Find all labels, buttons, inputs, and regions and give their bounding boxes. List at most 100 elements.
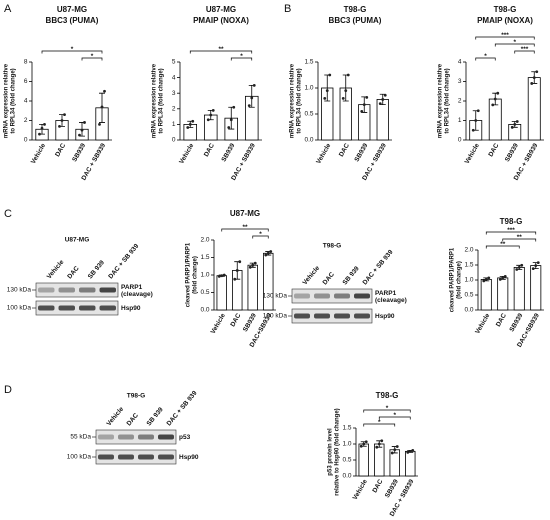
- y-tick-label: 0.0: [342, 473, 351, 480]
- y-tick-label: 0: [172, 137, 176, 144]
- data-point: [232, 105, 236, 109]
- y-tick-label: 4: [24, 98, 28, 105]
- data-point: [233, 277, 237, 281]
- data-point: [484, 278, 488, 281]
- bar: [497, 277, 509, 311]
- y-tick-label: 2.0: [200, 237, 209, 244]
- data-point: [344, 89, 348, 92]
- lane-label: DAC + SB 939: [361, 249, 394, 287]
- data-point: [250, 96, 254, 100]
- y-axis-label: mRNA expression relative: [4, 63, 10, 138]
- significance-label: *: [71, 46, 74, 53]
- marker-label: 100 kDa: [263, 313, 288, 320]
- blot-band: [294, 313, 310, 319]
- blot-band: [99, 305, 116, 311]
- blot-band: [98, 454, 114, 460]
- blot-band: [354, 313, 370, 319]
- y-axis-label: mRNA expression relative: [152, 63, 158, 138]
- significance-label: **: [218, 46, 224, 53]
- panel-letter: D: [4, 384, 12, 396]
- y-axis-label: (fold change): [457, 261, 463, 299]
- y-tick-label: 1.5: [200, 254, 209, 261]
- blot-band: [314, 313, 330, 319]
- data-point: [38, 132, 41, 136]
- y-tick-label: 1.0: [342, 441, 351, 448]
- chart-subtitle: PMAIP (NOXA): [477, 16, 533, 25]
- chart-title: T98-G: [376, 391, 399, 400]
- data-point: [375, 445, 379, 449]
- band-label-line: (cleavage): [375, 297, 407, 304]
- significance-label: *: [91, 53, 94, 60]
- data-point: [365, 95, 369, 99]
- significance-label: *: [393, 412, 396, 419]
- y-tick-label: 0.5: [464, 292, 473, 299]
- blot-title: T98-G: [323, 243, 341, 250]
- y-tick-label: 1.0: [464, 277, 473, 284]
- bar: [527, 77, 541, 141]
- data-point: [491, 103, 495, 107]
- data-point: [206, 118, 210, 122]
- lane-label: SB 939: [145, 406, 165, 427]
- band-label-line: Hsp90: [121, 305, 141, 312]
- data-point: [411, 449, 415, 452]
- bar: [216, 275, 227, 311]
- y-tick-label: 2: [24, 117, 28, 124]
- significance-label: **: [517, 234, 523, 241]
- lane-label: Vehicle: [46, 258, 66, 280]
- significance-bracket: [221, 228, 269, 232]
- blot-band: [294, 293, 310, 299]
- data-point: [269, 250, 273, 253]
- significance-bracket: [378, 416, 411, 420]
- data-point: [408, 449, 412, 453]
- y-axis-label: (fold change): [193, 256, 199, 294]
- significance-label: ***: [507, 227, 515, 234]
- x-tick-label: Vehicle: [30, 142, 47, 165]
- x-tick-label: SB939: [220, 142, 236, 163]
- marker-label: 130 kDa: [263, 293, 288, 300]
- x-tick-label: Vehicle: [210, 312, 227, 335]
- data-point: [227, 126, 231, 129]
- data-point: [238, 260, 242, 264]
- chart-title: U87-MG: [57, 5, 87, 14]
- bar: [530, 265, 542, 311]
- data-point: [513, 123, 517, 126]
- marker-label: 55 kDa: [70, 434, 91, 441]
- y-axis-label: mRNA expression relative: [290, 63, 296, 138]
- data-point: [476, 109, 480, 113]
- lane-label: Vehicle: [105, 405, 125, 427]
- band-label-line: Hsp90: [375, 313, 395, 320]
- data-point: [406, 450, 410, 454]
- blot-band: [334, 313, 350, 319]
- data-point: [222, 273, 226, 277]
- x-tick-label: SB939: [504, 142, 520, 163]
- data-point: [325, 89, 329, 92]
- data-point: [80, 128, 84, 132]
- chart-subtitle: BBC3 (PUMA): [46, 16, 99, 25]
- significance-bracket: [514, 50, 535, 54]
- data-point: [323, 97, 327, 100]
- lane-label: SB 939: [87, 259, 107, 280]
- y-tick-label: 4: [458, 59, 462, 66]
- data-point: [503, 275, 507, 278]
- significance-label: *: [378, 419, 381, 426]
- data-point: [83, 121, 86, 124]
- y-tick-label: 2.0: [464, 247, 473, 254]
- band-label: p53: [179, 434, 191, 441]
- bar: [376, 99, 389, 141]
- significance-bracket: [494, 43, 535, 47]
- significance-label: *: [513, 39, 516, 46]
- bar: [358, 443, 369, 477]
- blot-band: [354, 293, 370, 299]
- blot-band: [79, 305, 96, 311]
- x-tick-label: Vehicle: [352, 478, 369, 501]
- y-tick-label: 1.5: [342, 425, 351, 432]
- y-axis-label: to RPL34 (fold change): [159, 68, 165, 133]
- data-point: [493, 97, 497, 101]
- data-point: [496, 91, 500, 95]
- data-point: [346, 73, 350, 77]
- bar: [263, 252, 274, 311]
- chart-subtitle: PMAIP (NOXA): [193, 16, 249, 25]
- data-point: [43, 123, 46, 126]
- significance-label: *: [240, 53, 243, 60]
- significance-bracket: [252, 235, 269, 239]
